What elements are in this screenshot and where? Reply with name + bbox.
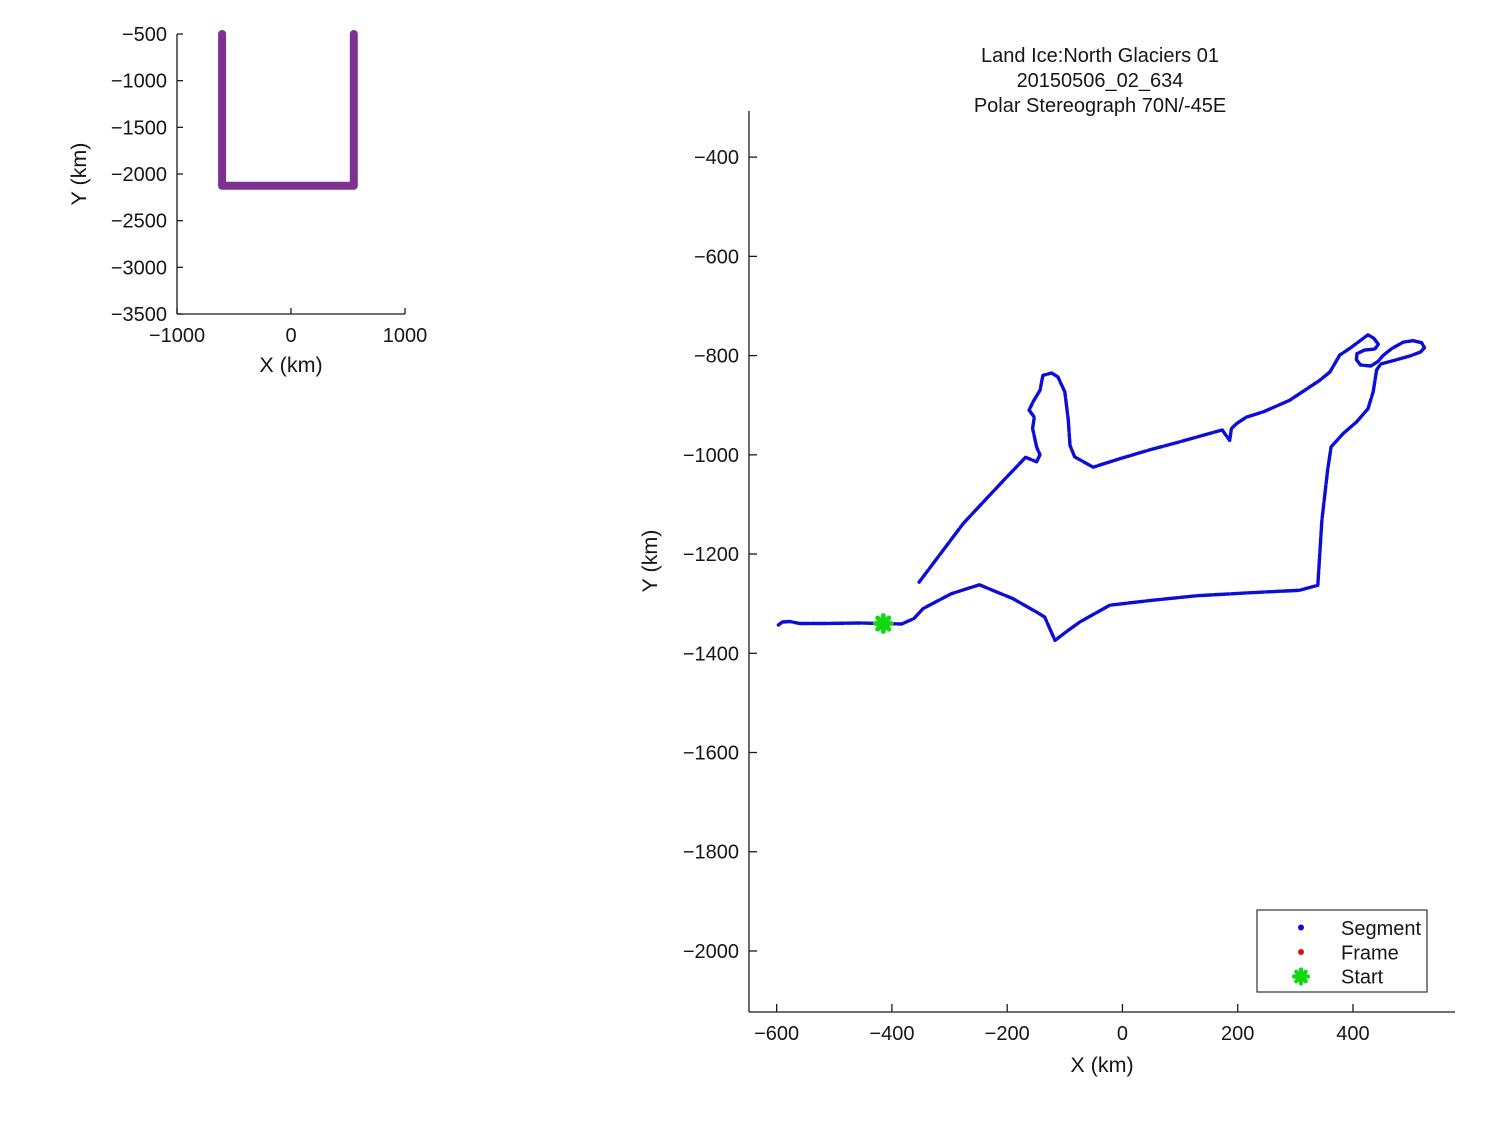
y-tick-label: −800 xyxy=(694,346,739,368)
y-tick-label: −2000 xyxy=(683,941,739,963)
x-tick-label: −1000 xyxy=(149,325,205,347)
y-tick-label: −1000 xyxy=(111,71,167,93)
legend-label-start: Start xyxy=(1341,967,1384,989)
overview-xaxis-label: X (km) xyxy=(259,353,322,377)
y-tick-label: −3000 xyxy=(111,257,167,279)
x-tick-label: −400 xyxy=(869,1023,914,1045)
y-tick-label: −400 xyxy=(694,147,739,169)
overview-plot: −1000 0 1000 −500 −1000 −1500 −2000 −2500 −3000 −… xyxy=(111,24,427,347)
main-xaxis-label: X (km) xyxy=(1070,1053,1133,1077)
x-tick-label: 1000 xyxy=(383,325,428,347)
legend-label-frame: Frame xyxy=(1341,943,1399,965)
segment-marker-icon xyxy=(1298,924,1304,931)
main-yaxis-label: Y (km) xyxy=(638,530,662,593)
legend: Segment Frame Start xyxy=(1256,909,1428,993)
x-tick-label: −200 xyxy=(985,1023,1030,1045)
y-tick-label: −2000 xyxy=(111,164,167,186)
y-tick-label: −3500 xyxy=(111,304,167,326)
flight-track-overview-path xyxy=(218,30,358,190)
title-line-2: 20150506_02_634 xyxy=(1017,70,1184,92)
legend-box xyxy=(1256,909,1428,993)
y-tick-label: −1000 xyxy=(683,445,739,467)
legend-label-segment: Segment xyxy=(1341,918,1421,940)
x-tick-label: 0 xyxy=(1117,1023,1128,1045)
start-marker-icon xyxy=(1291,967,1311,986)
y-tick-label: −1600 xyxy=(683,743,739,765)
y-tick-label: −600 xyxy=(694,246,739,268)
title-line-3: Polar Stereograph 70N/-45E xyxy=(974,95,1226,117)
overview-yaxis-label: Y (km) xyxy=(67,143,91,206)
x-tick-label: 0 xyxy=(285,325,296,347)
y-tick-label: −1200 xyxy=(683,544,739,566)
y-tick-label: −1400 xyxy=(683,643,739,665)
main-plot: −600 −400 −200 0 200 400−400−600−800−1000−120… xyxy=(683,111,1455,1045)
x-tick-label: 200 xyxy=(1221,1023,1254,1045)
frame-marker-icon xyxy=(1298,949,1304,955)
x-tick-label: 400 xyxy=(1336,1023,1369,1045)
main-plot-title: Land Ice:North Glaciers 01 20150506_02_6… xyxy=(974,45,1226,117)
title-line-1: Land Ice:North Glaciers 01 xyxy=(981,45,1219,67)
y-tick-label: −2500 xyxy=(111,211,167,233)
segment-track-path xyxy=(776,333,1427,643)
y-tick-label: −500 xyxy=(122,24,167,46)
start-position-marker-icon xyxy=(872,613,894,634)
y-tick-label: −1500 xyxy=(111,117,167,139)
y-tick-label: −1800 xyxy=(683,842,739,864)
x-tick-label: −600 xyxy=(754,1023,799,1045)
